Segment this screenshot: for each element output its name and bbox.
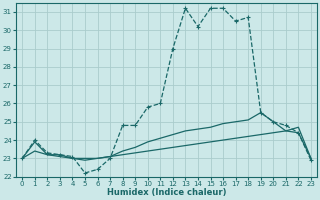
X-axis label: Humidex (Indice chaleur): Humidex (Indice chaleur)	[107, 188, 226, 197]
